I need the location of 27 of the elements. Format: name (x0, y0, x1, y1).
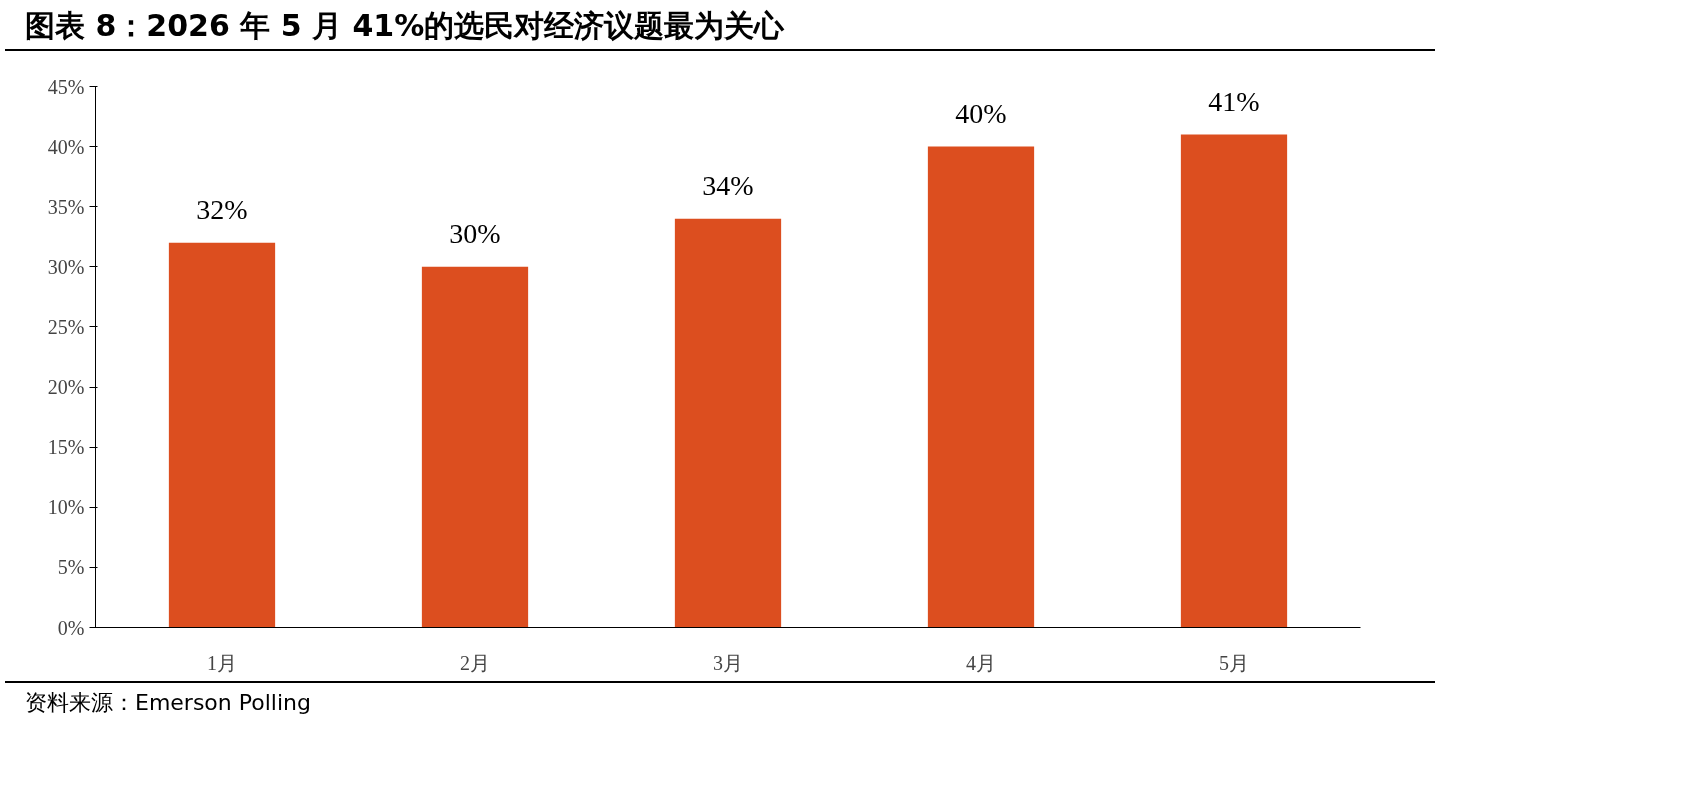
x-tick-label: 4月 (966, 651, 996, 674)
y-tick-label: 30% (47, 255, 85, 278)
y-tick-label: 35% (47, 195, 85, 218)
bar (674, 218, 782, 628)
y-tick-label: 20% (47, 376, 85, 399)
bar (927, 146, 1035, 628)
x-tick-label: 1月 (207, 651, 237, 674)
x-tick-label: 3月 (713, 651, 743, 674)
data-label: 41% (1208, 85, 1260, 117)
bar (168, 242, 276, 628)
y-tick-label: 25% (47, 315, 85, 338)
bar (421, 266, 529, 628)
chart-title: 图表 8：2026 年 5 月 41%的选民对经济议题最为关心 (25, 7, 785, 45)
data-label: 32% (196, 193, 248, 225)
y-tick-label: 45% (47, 75, 85, 98)
data-label: 40% (955, 97, 1007, 129)
x-tick-label: 5月 (1219, 651, 1249, 674)
x-tick-label: 2月 (460, 651, 490, 674)
y-tick-label: 5% (57, 556, 85, 579)
data-label: 30% (449, 217, 501, 249)
text: 资料来源：Emerson Polling (25, 689, 311, 717)
y-tick-label: 40% (47, 135, 85, 158)
data-label: 34% (702, 169, 754, 201)
bar (1180, 134, 1288, 628)
y-tick-label: 15% (47, 436, 85, 459)
y-tick-label: 10% (47, 496, 85, 519)
y-tick-label: 0% (57, 616, 85, 639)
